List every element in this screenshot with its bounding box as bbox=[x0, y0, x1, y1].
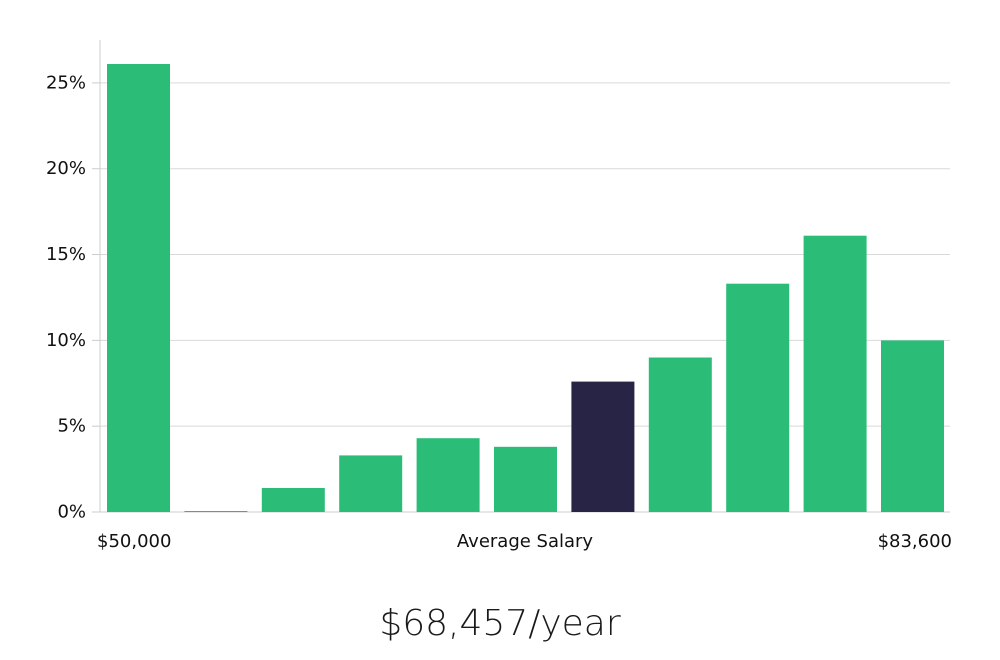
y-tick-label: 5% bbox=[57, 416, 86, 437]
bar bbox=[339, 455, 403, 512]
salary-histogram-chart: 0%5%10%15%20%25% $50,000 Average Salary … bbox=[46, 40, 952, 552]
y-tick-label: 25% bbox=[46, 72, 86, 93]
x-axis-max-label: $83,600 bbox=[878, 531, 952, 552]
average-salary-value: $68,457/year bbox=[379, 603, 621, 644]
x-axis-min-label: $50,000 bbox=[97, 531, 171, 552]
bar-highlight bbox=[571, 381, 635, 512]
y-tick-label: 10% bbox=[46, 330, 86, 351]
bars bbox=[107, 64, 944, 512]
bar bbox=[648, 357, 712, 512]
bar bbox=[726, 283, 790, 512]
bar bbox=[803, 235, 867, 512]
bar bbox=[494, 446, 557, 512]
bar bbox=[881, 340, 944, 512]
bar bbox=[416, 438, 480, 512]
bar bbox=[107, 64, 170, 512]
y-tick-label: 0% bbox=[57, 502, 86, 523]
bar bbox=[261, 488, 325, 512]
bar bbox=[184, 511, 248, 512]
y-tick-label: 20% bbox=[46, 158, 86, 179]
y-tick-label: 15% bbox=[46, 244, 86, 265]
x-axis-title: Average Salary bbox=[457, 531, 594, 552]
y-axis-ticks: 0% 5% 10% 15% 20% 25% bbox=[46, 72, 100, 523]
